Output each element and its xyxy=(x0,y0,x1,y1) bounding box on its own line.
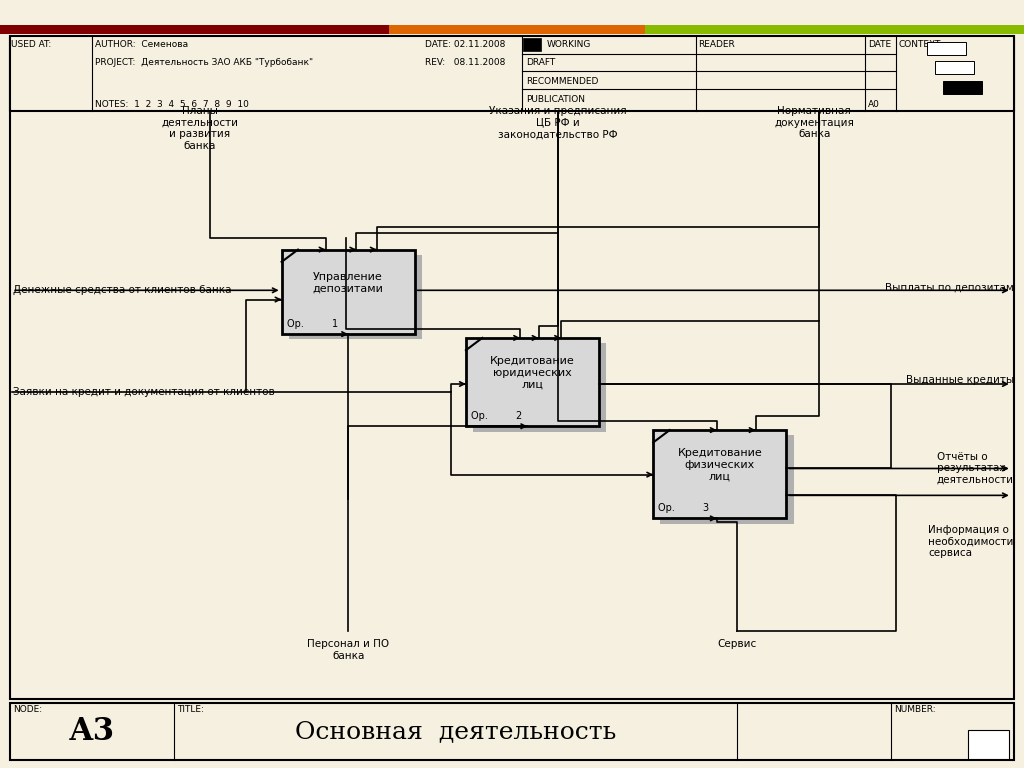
Bar xyxy=(968,730,1009,759)
Text: Денежные средства от клиентов банка: Денежные средства от клиентов банка xyxy=(13,285,231,296)
Bar xyxy=(282,250,415,334)
Bar xyxy=(10,703,1014,760)
Text: Ор.         1: Ор. 1 xyxy=(287,319,338,329)
Bar xyxy=(473,343,606,432)
Text: NUMBER:: NUMBER: xyxy=(894,705,936,714)
Text: WORKING: WORKING xyxy=(547,40,591,49)
Bar xyxy=(645,25,1024,34)
Bar xyxy=(10,38,1014,699)
Text: CONTEXT:: CONTEXT: xyxy=(898,40,942,49)
Bar xyxy=(389,25,645,34)
Text: RECOMMENDED: RECOMMENDED xyxy=(526,77,599,86)
Bar xyxy=(935,61,974,74)
Text: PROJECT:  Деятельность ЗАО АКБ "Турбобанк": PROJECT: Деятельность ЗАО АКБ "Турбобанк… xyxy=(95,58,313,68)
Text: PUBLICATION: PUBLICATION xyxy=(526,95,586,104)
Text: А3: А3 xyxy=(69,717,116,747)
Text: REV:   08.11.2008: REV: 08.11.2008 xyxy=(425,58,505,68)
Text: AUTHOR:  Семенова: AUTHOR: Семенова xyxy=(95,40,188,49)
Bar xyxy=(943,81,982,94)
Bar xyxy=(523,38,541,51)
Text: DATE: 02.11.2008: DATE: 02.11.2008 xyxy=(425,40,505,49)
Text: Кредитование
юридических
лиц: Кредитование юридических лиц xyxy=(490,356,574,389)
Text: NODE:: NODE: xyxy=(13,705,42,714)
Text: А0: А0 xyxy=(868,100,881,109)
Bar xyxy=(927,42,966,55)
Text: Кредитование
физических
лиц: Кредитование физических лиц xyxy=(678,449,762,482)
Text: TITLE:: TITLE: xyxy=(177,705,204,714)
Bar xyxy=(10,36,1014,111)
Bar xyxy=(0,25,389,34)
Text: DATE: DATE xyxy=(868,40,892,49)
Text: Планы
деятельности
и развития
банка: Планы деятельности и развития банка xyxy=(161,106,239,151)
Text: DRAFT: DRAFT xyxy=(526,58,556,68)
Bar xyxy=(660,435,794,524)
Text: NOTES:  1  2  3  4  5  6  7  8  9  10: NOTES: 1 2 3 4 5 6 7 8 9 10 xyxy=(95,100,249,109)
Text: Персонал и ПО
банка: Персонал и ПО банка xyxy=(307,639,389,660)
Bar xyxy=(653,430,786,518)
Text: Основная  деятельность: Основная деятельность xyxy=(295,720,616,743)
Text: Ор.         3: Ор. 3 xyxy=(658,503,710,513)
Text: Нормативная
документация
банка: Нормативная документация банка xyxy=(774,106,854,139)
Text: Заявки на кредит и документация от клиентов: Заявки на кредит и документация от клиен… xyxy=(13,386,275,397)
Bar xyxy=(466,338,599,426)
Text: Сервис: Сервис xyxy=(718,639,757,649)
Bar xyxy=(289,255,422,339)
Text: Отчёты о
результатах
деятельности: Отчёты о результатах деятельности xyxy=(937,452,1014,485)
Text: READER: READER xyxy=(698,40,735,49)
Text: Указания и предписания
ЦБ РФ и
законодательство РФ: Указания и предписания ЦБ РФ и законодат… xyxy=(489,106,627,139)
Text: Выданные кредиты: Выданные кредиты xyxy=(905,375,1014,386)
Text: Информация о
необходимости
сервиса: Информация о необходимости сервиса xyxy=(929,525,1014,558)
Text: USED AT:: USED AT: xyxy=(11,40,51,49)
Text: Выплаты по депозитам: Выплаты по депозитам xyxy=(885,283,1014,293)
Text: Ор.         2: Ор. 2 xyxy=(471,411,522,421)
Text: Управление
депозитами: Управление депозитами xyxy=(312,272,384,293)
